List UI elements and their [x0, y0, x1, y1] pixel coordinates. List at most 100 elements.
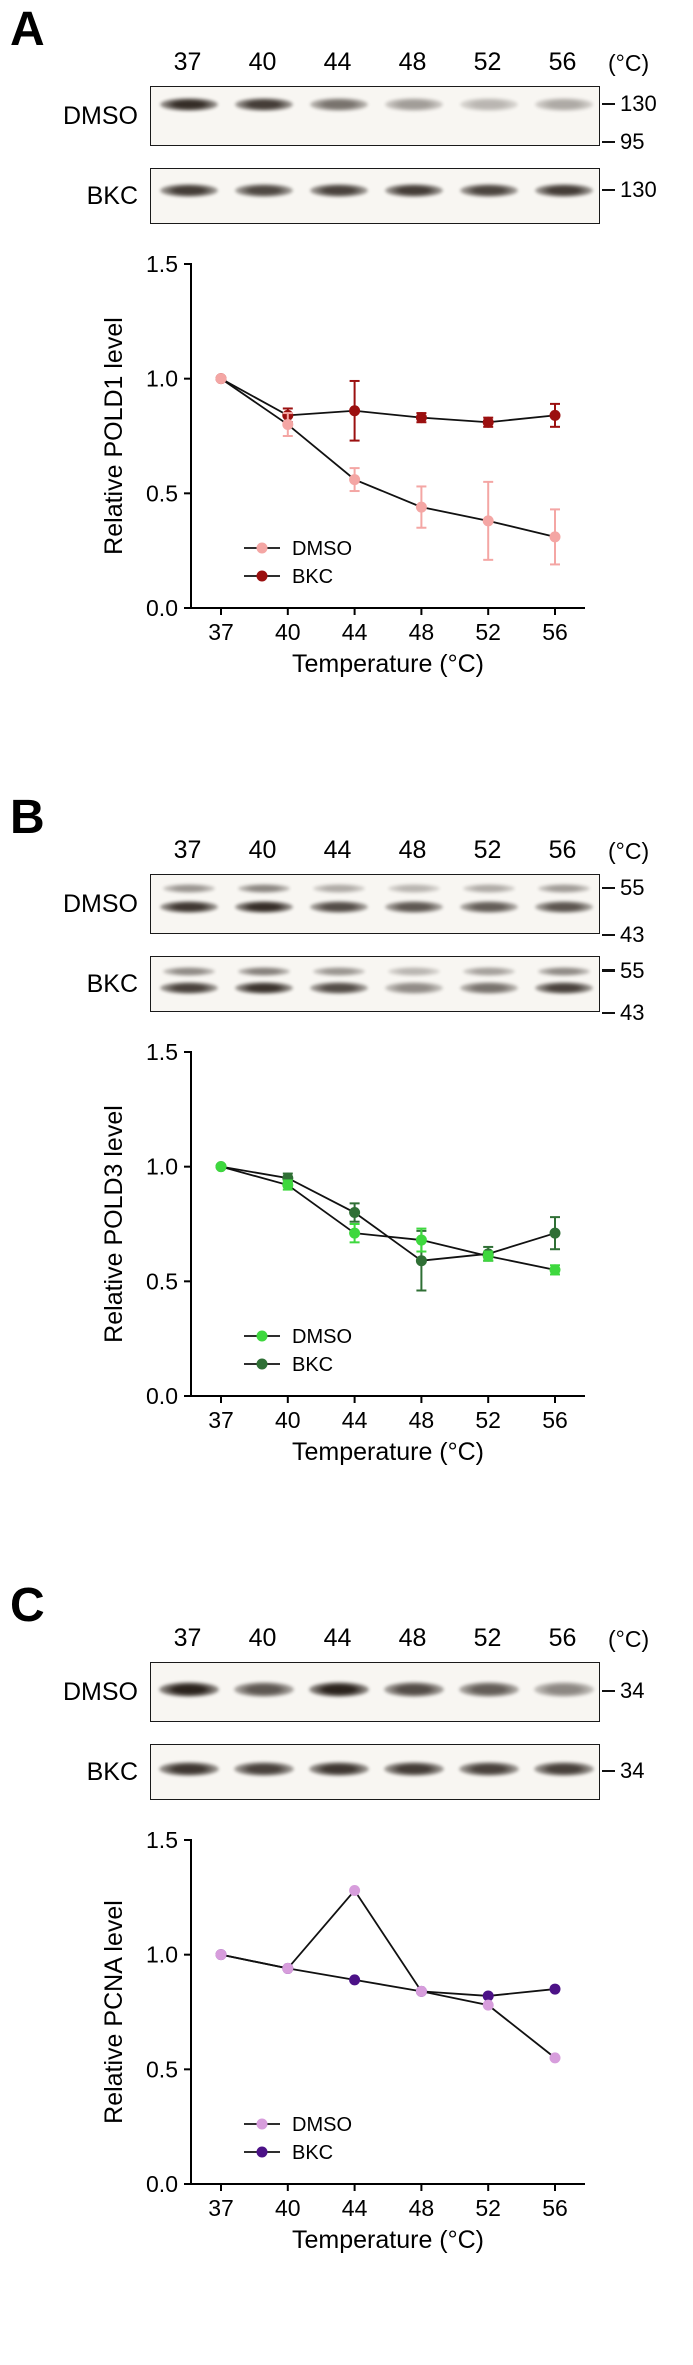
x-tick-label: 44 [342, 1407, 368, 1433]
data-point [415, 412, 427, 424]
blot-row-label: DMSO [63, 890, 138, 918]
series-DMSO [215, 1884, 561, 2064]
temp-label: 52 [473, 836, 502, 864]
marker-label: 34 [620, 1677, 645, 1703]
data-point [282, 419, 294, 431]
data-point [349, 1884, 361, 1896]
marker-tick [602, 969, 615, 972]
legend-marker [256, 1330, 268, 1342]
protein-band [162, 884, 215, 894]
y-axis-title: Relative POLD3 level [100, 1105, 128, 1343]
protein-band [459, 184, 518, 198]
data-point [549, 1264, 561, 1276]
x-tick-label: 52 [475, 2195, 501, 2221]
marker-label: 55 [620, 875, 645, 901]
marker-tick [602, 887, 615, 890]
protein-band [534, 901, 593, 914]
data-point [482, 1999, 494, 2011]
series-line-DMSO [220, 377, 556, 538]
marker-tick [602, 1769, 615, 1772]
chart-relative-pold3-level: 0.0 0.5 1.0 1.5 37 40 44 48 52 56 Relative POLD3 l… [100, 1039, 585, 1466]
western-blot-image [150, 168, 600, 224]
temp-label: 52 [473, 48, 502, 76]
protein-band [458, 1681, 519, 1697]
y-axis-title: Relative POLD1 level [100, 317, 128, 555]
data-point [549, 1227, 561, 1239]
legend-entry-DMSO: DMSO [244, 2114, 352, 2136]
protein-band [308, 1681, 369, 1697]
legend-label: DMSO [292, 538, 352, 560]
data-point [415, 1234, 427, 1246]
y-tick-label: 1.0 [146, 366, 178, 392]
mw-marker-43: 43 [602, 922, 644, 948]
legend-label: DMSO [292, 2114, 352, 2136]
protein-band [384, 97, 443, 111]
protein-band [309, 982, 368, 995]
series-line-BKC [220, 377, 556, 424]
x-tick-label: 56 [542, 1407, 568, 1433]
protein-band [158, 1762, 219, 1777]
data-point [549, 1983, 561, 1995]
legend-marker [256, 2118, 268, 2130]
protein-band [384, 901, 443, 914]
marker-tick [602, 189, 615, 192]
temp-unit-label: (°C) [608, 50, 650, 76]
data-point [482, 515, 494, 527]
blot-row-bkc: BKC 34 [0, 1744, 693, 1800]
y-tick-label: 1.5 [146, 1039, 178, 1065]
blot-row-dmso: DMSO 130 95 [0, 86, 693, 154]
data-point [349, 1207, 361, 1219]
protein-band [234, 901, 293, 914]
y-tick-label: 0.5 [146, 1268, 178, 1294]
mw-marker-43: 43 [602, 1000, 644, 1026]
y-tick-label: 0.0 [146, 1383, 178, 1409]
marker-tick [602, 102, 615, 106]
temp-label: 37 [173, 48, 202, 76]
western-blot-image [150, 1662, 600, 1722]
legend-entry-BKC: BKC [244, 2142, 333, 2164]
blot-row-dmso: DMSO 34 [0, 1662, 693, 1722]
blot-row-label: DMSO [63, 102, 138, 130]
protein-band [309, 901, 368, 914]
series-DMSO [215, 1161, 561, 1276]
data-point [415, 501, 427, 513]
protein-band [534, 97, 593, 111]
protein-band [534, 184, 593, 198]
protein-band [462, 967, 515, 977]
data-point [282, 1962, 294, 1974]
y-tick-label: 0.0 [146, 2171, 178, 2197]
x-axis-title: Temperature (°C) [292, 2226, 484, 2254]
x-tick-label: 40 [275, 2195, 301, 2221]
blot-row-label: BKC [86, 182, 138, 210]
data-point [482, 416, 494, 428]
protein-band [458, 1762, 519, 1777]
y-tick-label: 1.0 [146, 1154, 178, 1180]
temp-label: 37 [173, 1624, 202, 1652]
mw-marker-column: 55 43 [602, 956, 690, 1025]
mw-marker-34: 34 [602, 1758, 644, 1784]
panel-b: B 37 40 44 48 52 56 (°C) DMSO 55 43 BKC 5… [0, 788, 693, 1576]
blot-row-label: BKC [86, 970, 138, 998]
blot-row-bkc: BKC 55 43 [0, 956, 693, 1025]
data-point [482, 1250, 494, 1262]
data-point [349, 1974, 361, 1986]
panel-label-a: A [10, 3, 46, 56]
protein-band [459, 97, 518, 111]
protein-band [383, 1681, 444, 1697]
series-line-BKC [220, 1165, 556, 1262]
data-point [282, 1179, 294, 1191]
protein-band [159, 184, 218, 198]
protein-band [312, 967, 365, 977]
western-blot-image [150, 1744, 600, 1800]
protein-band [383, 1762, 444, 1777]
marker-label: 43 [620, 1000, 645, 1026]
y-tick-label: 1.0 [146, 1942, 178, 1968]
marker-tick [602, 140, 615, 143]
protein-band [237, 884, 290, 894]
x-tick-label: 37 [208, 619, 234, 645]
data-point [215, 1161, 227, 1173]
mw-marker-column: 55 43 [602, 874, 690, 947]
temp-label: 48 [398, 48, 427, 76]
protein-band [233, 1762, 294, 1777]
protein-band [309, 97, 368, 111]
